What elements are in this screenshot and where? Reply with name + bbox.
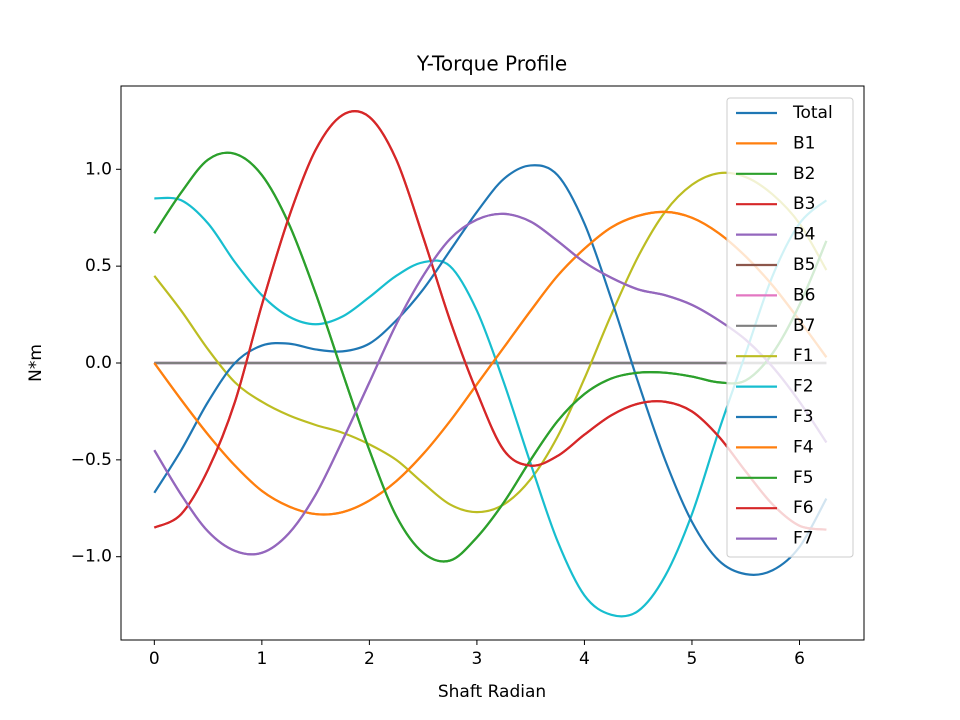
x-tick-label: 2 [364,649,375,669]
legend-label: F2 [793,377,814,397]
legend-label: F3 [793,407,814,427]
y-tick-label: −0.5 [71,450,112,470]
legend-label: Total [792,103,833,123]
legend-label: B3 [793,194,815,214]
plot-frame [120,85,865,641]
legend-box [726,97,854,558]
series-line [154,196,828,618]
x-tick-label: 3 [471,649,482,669]
legend-label: F5 [793,468,814,488]
series-line [153,210,828,516]
legend-label: B7 [793,316,815,336]
x-axis-label: Shaft Radian [438,682,546,702]
y-tick-label: 0.5 [85,256,112,276]
legend-label: F1 [793,346,814,366]
series-line [153,171,828,514]
chart-title: Y-Torque Profile [416,52,567,76]
y-axis-label: N*m [26,344,46,382]
series-line [153,151,828,563]
legend-label: F6 [793,498,814,518]
series-line [153,110,827,531]
legend-label: B5 [793,255,815,275]
x-tick-label: 0 [149,649,160,669]
series-line [153,164,828,576]
legend-label: B6 [793,285,815,305]
y-tick-label: −1.0 [71,547,112,567]
y-tick-label: 1.0 [85,159,112,179]
x-tick-label: 5 [687,649,698,669]
legend-label: F4 [793,437,814,457]
legend-label: B4 [793,225,815,245]
series-line [153,212,828,556]
y-tick-label: 0.0 [85,353,112,373]
x-tick-label: 6 [794,649,805,669]
x-tick-label: 4 [579,649,590,669]
legend-label: B1 [793,133,815,153]
x-tick-label: 1 [256,649,267,669]
legend-label: F7 [793,529,814,549]
legend-label: B2 [793,164,815,184]
